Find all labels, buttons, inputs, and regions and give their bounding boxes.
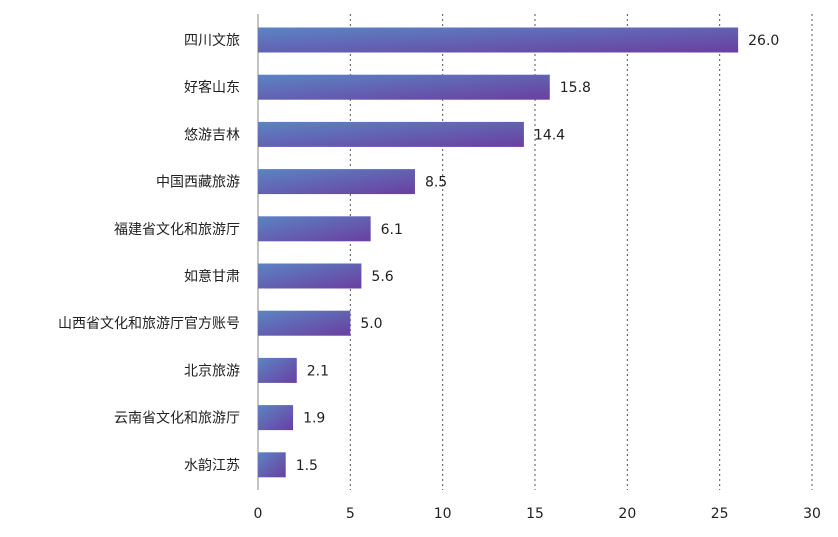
bar — [258, 263, 362, 289]
category-label: 水韵江苏 — [184, 458, 240, 474]
x-tick-label: 10 — [434, 506, 452, 522]
category-label: 北京旅游 — [184, 363, 240, 379]
bars — [258, 27, 739, 478]
x-axis-ticks: 0 5 10 15 20 25 30 — [254, 506, 821, 522]
bar — [258, 169, 415, 195]
bar — [258, 74, 550, 100]
value-label: 1.9 — [303, 411, 325, 427]
value-label: 15.8 — [560, 80, 591, 96]
category-label: 中国西藏旅游 — [156, 175, 240, 191]
value-label: 1.5 — [296, 458, 318, 474]
value-label: 2.1 — [307, 363, 329, 379]
category-label: 四川文旅 — [184, 33, 240, 49]
value-label: 26.0 — [748, 33, 779, 49]
category-label: 好客山东 — [184, 79, 240, 96]
value-label: 5.0 — [360, 316, 382, 332]
bar — [258, 27, 739, 53]
x-tick-label: 25 — [711, 506, 729, 522]
category-label: 悠游吉林 — [184, 127, 240, 143]
x-tick-label: 5 — [346, 506, 355, 522]
bar — [258, 357, 297, 383]
labels: 四川文旅 26.0 好客山东 15.8 悠游吉林 14.4 中国西藏旅游 8.5 福建省文化和旅… — [58, 33, 779, 474]
value-label: 14.4 — [534, 127, 565, 143]
x-tick-label: 20 — [618, 506, 636, 522]
bar — [258, 121, 524, 147]
x-tick-label: 15 — [526, 506, 544, 522]
bar — [258, 310, 351, 336]
category-label: 如意甘肃 — [184, 268, 240, 285]
bar — [258, 452, 286, 478]
category-label: 福建省文化和旅游厅 — [114, 222, 240, 238]
x-tick-label: 0 — [254, 506, 263, 522]
x-tick-label: 30 — [803, 506, 821, 522]
category-label: 云南省文化和旅游厅 — [114, 411, 240, 427]
bar — [258, 216, 371, 242]
value-label: 5.6 — [371, 269, 393, 285]
category-label: 山西省文化和旅游厅官方账号 — [58, 316, 240, 332]
value-label: 6.1 — [381, 222, 403, 238]
bar — [258, 405, 294, 431]
value-label: 8.5 — [425, 175, 447, 191]
